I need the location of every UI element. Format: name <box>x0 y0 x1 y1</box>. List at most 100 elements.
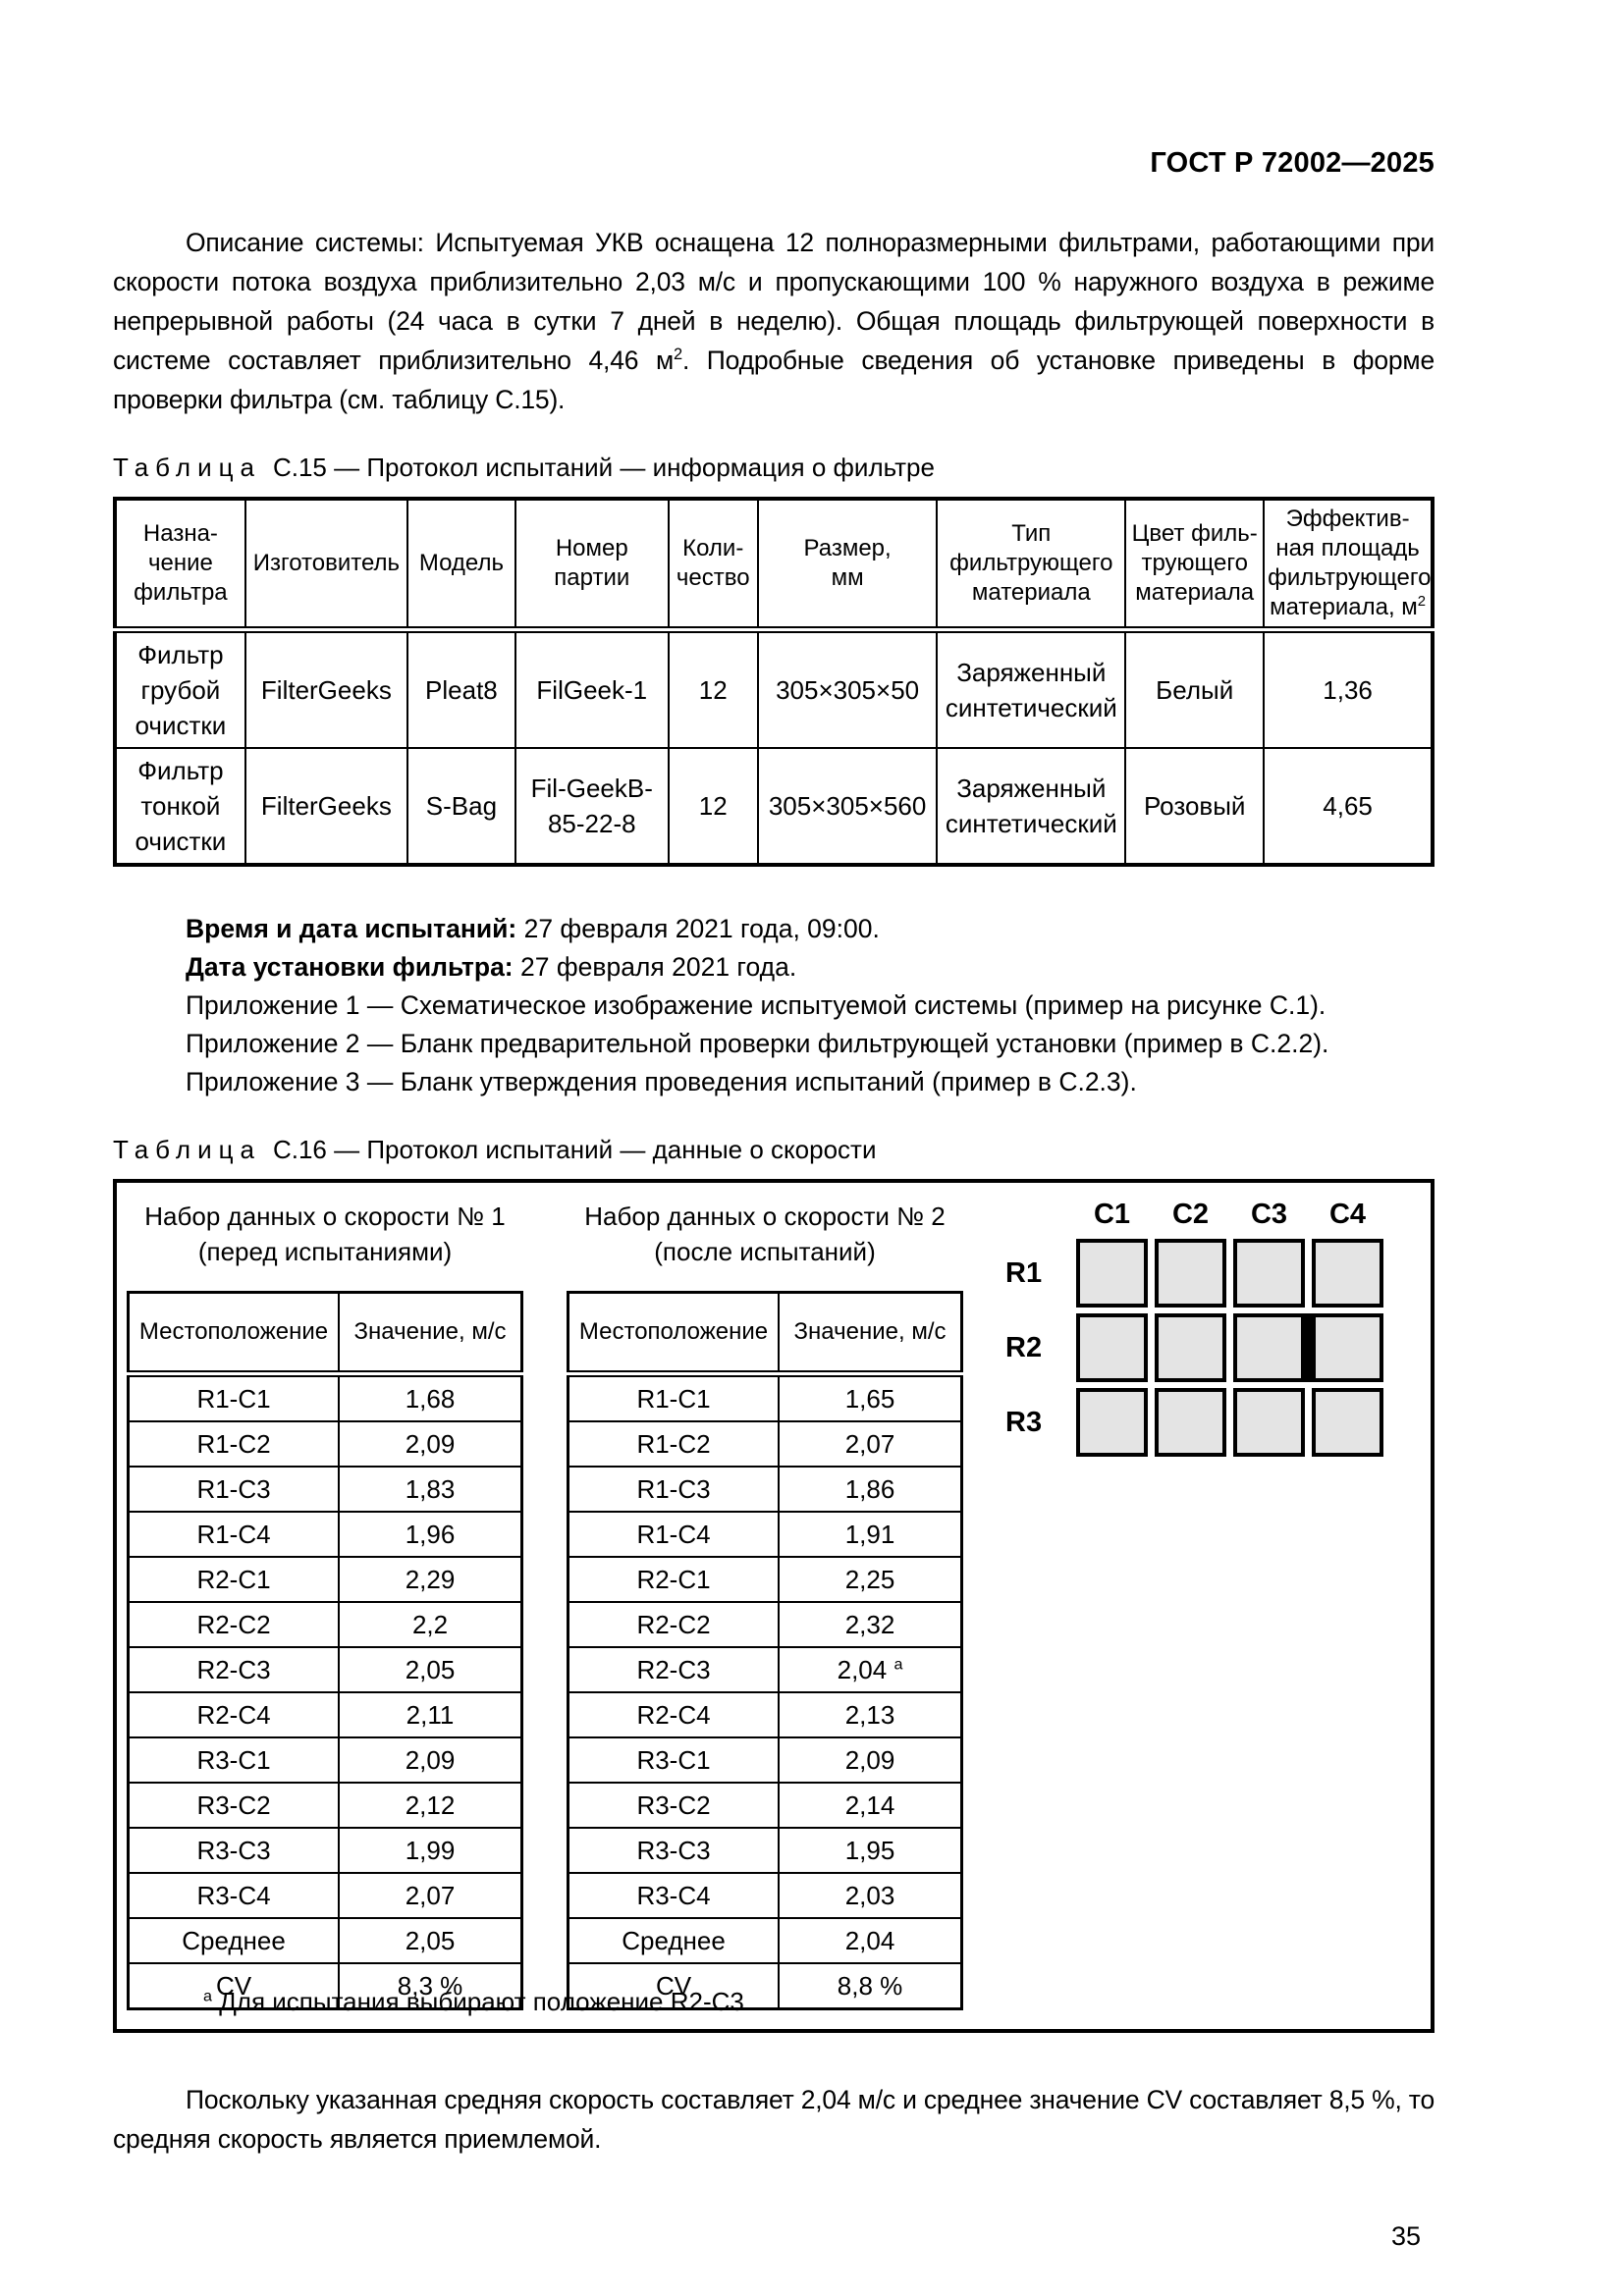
c15-data-row: Фильтр тонкой очистки FilterGeeks S-Bag Fil… <box>114 747 1434 866</box>
grid-cell-R2-C2 <box>1155 1313 1226 1382</box>
c15-data-cell: 305×305×560 <box>756 747 939 866</box>
table-c15-caption-text: С.15 — Протокол испытаний — информация о… <box>272 453 935 482</box>
set2-row: R1-C4 1,91 <box>567 1511 963 1558</box>
set2-value-cell: 1,91 <box>778 1511 963 1558</box>
set2-location-cell: R2-C3 <box>567 1646 781 1693</box>
set2-row: R3-C1 2,09 <box>567 1736 963 1784</box>
set2-location-cell: R3-C1 <box>567 1736 781 1784</box>
grid-gap <box>1148 1239 1155 1308</box>
set2-location-cell: R1-C4 <box>567 1511 781 1558</box>
set1-value-cell: 1,99 <box>338 1827 523 1874</box>
set2-value-cell: 2,03 <box>778 1872 963 1919</box>
filter-info-table: Назна- чение фильтра Изготовитель Модель Но… <box>113 497 1435 867</box>
c15-header-row: Назна- чение фильтра Изготовитель Модель Но… <box>114 498 1434 633</box>
grid-row-label: R1 <box>1005 1256 1043 1289</box>
velocity-set-2-title: Набор данных о скорости № 2 (после испыт… <box>584 1201 946 1266</box>
grid-row-R1: R1 <box>1005 1239 1390 1308</box>
set2-value-cell: 1,65 <box>778 1372 963 1422</box>
c15-data-cell: FilterGeeks <box>244 628 408 749</box>
c15-data-cell: Заряженный синтетический <box>936 747 1127 866</box>
set2-row: R2-C3 2,04 a <box>567 1646 963 1693</box>
annex-3-line: Приложение 3 — Бланк утверждения проведе… <box>186 1067 1137 1096</box>
c15-column-header: Коли- чество <box>667 498 759 633</box>
grid-cell-R1-C4 <box>1312 1239 1383 1308</box>
grid-cell-R2-C4 <box>1312 1313 1383 1382</box>
set2-row: CV 8,8 % <box>567 1962 963 2010</box>
annex-2-line: Приложение 2 — Бланк предварительной про… <box>186 1029 1329 1058</box>
set1-row: Среднее 2,05 <box>127 1917 523 1964</box>
set1-value-cell: 1,68 <box>338 1372 523 1422</box>
set2-row: R1-C3 1,86 <box>567 1466 963 1513</box>
c15-data-cell: FilterGeeks <box>244 747 408 866</box>
table-c15-caption-label: Таблица <box>113 453 261 482</box>
c15-column-header: Эффектив- ная площадь фильтрующего матер… <box>1263 498 1434 633</box>
intro-superscript: 2 <box>674 346 682 364</box>
page-number: 35 <box>1390 2221 1421 2251</box>
page-content: ГОСТ Р 72002—2025 Описание системы: Испы… <box>113 0 1435 2252</box>
set1-location-cell: R1-C2 <box>127 1420 341 1468</box>
c15-data-row: Фильтр грубой очистки FilterGeeks Pleat8 Fi… <box>114 628 1434 749</box>
set2-value-cell: 2,32 <box>778 1601 963 1648</box>
grid-cell-R3-C4 <box>1312 1388 1383 1457</box>
set2-location-cell: R1-C2 <box>567 1420 781 1468</box>
set1-row: R2-C1 2,29 <box>127 1556 523 1603</box>
grid-col-label: C1 <box>1093 1199 1131 1230</box>
set1-location-cell: R2-C2 <box>127 1601 341 1648</box>
set1-location-cell: R3-C3 <box>127 1827 341 1874</box>
set1-header-row: Местоположение Значение, м/с <box>127 1291 523 1377</box>
set1-row: R1-C3 1,83 <box>127 1466 523 1513</box>
test-datetime-line: Время и дата испытаний: 27 февраля 2021 … <box>186 910 1435 948</box>
set1-location-cell: R2-C4 <box>127 1691 341 1738</box>
set1-value-cell: 8,3 % <box>338 1962 523 2010</box>
grid-row-R3: R3 <box>1005 1388 1390 1457</box>
grid-gap <box>1226 1388 1233 1457</box>
grid-cell-R2-C1 <box>1076 1313 1148 1382</box>
set1-location-header: Местоположение <box>127 1291 341 1377</box>
set2-row: R1-C1 1,65 <box>567 1372 963 1422</box>
set1-row: R2-C2 2,2 <box>127 1601 523 1648</box>
c15-data-cell: 12 <box>667 628 759 749</box>
grid-cell-R3-C2 <box>1155 1388 1226 1457</box>
table-c16-footnote: a Для испытания выбирают положение R2-C3… <box>203 1987 751 2017</box>
cell-superscript: a <box>893 1654 903 1673</box>
set1-row: R1-C1 1,68 <box>127 1372 523 1422</box>
table-c16-caption-text: С.16 — Протокол испытаний — данные о ско… <box>272 1135 877 1164</box>
velocity-data-table: Набор данных о скорости № 1 (перед испыт… <box>113 1179 1435 2033</box>
grid-cell-R3-C1 <box>1076 1388 1148 1457</box>
grid-gap <box>1148 1388 1155 1457</box>
set1-location-cell: R3-C4 <box>127 1872 341 1919</box>
set2-value-cell: 2,07 <box>778 1420 963 1468</box>
set2-value-cell: 1,95 <box>778 1827 963 1874</box>
table-c15-caption: Таблица С.15 — Протокол испытаний — инфор… <box>113 453 1435 483</box>
set1-value-cell: 1,96 <box>338 1511 523 1558</box>
c15-data-cell: Fil-GeekB- 85-22-8 <box>514 747 670 866</box>
c15-column-header: Тип фильтрующего материала <box>936 498 1127 633</box>
set2-value-cell: 2,13 <box>778 1691 963 1738</box>
measurement-position-grid: C1 C2 C3 C4 R1 R2 R3 <box>1005 1199 1390 1463</box>
grid-col-label: C2 <box>1171 1199 1210 1230</box>
set2-location-cell: R3-C3 <box>567 1827 781 1874</box>
c15-column-header: Модель <box>406 498 516 633</box>
c15-data-cell: Фильтр тонкой очистки <box>114 747 246 866</box>
set1-value-cell: 2,05 <box>338 1917 523 1964</box>
grid-gap <box>1226 1313 1233 1382</box>
grid-gap <box>1305 1388 1312 1457</box>
grid-cell-R2-C3 <box>1233 1313 1305 1382</box>
set2-row: R2-C1 2,25 <box>567 1556 963 1603</box>
cell-superscript: 2 <box>1417 594 1427 610</box>
set2-row: R1-C2 2,07 <box>567 1420 963 1468</box>
set2-row: R3-C3 1,95 <box>567 1827 963 1874</box>
c15-data-cell: Фильтр грубой очистки <box>114 628 246 749</box>
table-c16-caption: Таблица С.16 — Протокол испытаний — данны… <box>113 1135 1435 1165</box>
set1-row: R2-C4 2,11 <box>127 1691 523 1738</box>
set1-row: R3-C4 2,07 <box>127 1872 523 1919</box>
c15-data-cell: 1,36 <box>1263 628 1434 749</box>
grid-cell-R1-C2 <box>1155 1239 1226 1308</box>
filter-install-value: 27 февраля 2021 года. <box>513 952 797 982</box>
set1-value-cell: 2,2 <box>338 1601 523 1648</box>
c15-data-cell: Заряженный синтетический <box>936 628 1127 749</box>
set2-location-header: Местоположение <box>567 1291 781 1377</box>
set1-value-cell: 2,09 <box>338 1736 523 1784</box>
set2-value-cell: 1,86 <box>778 1466 963 1513</box>
test-datetime-label: Время и дата испытаний: <box>186 914 517 943</box>
